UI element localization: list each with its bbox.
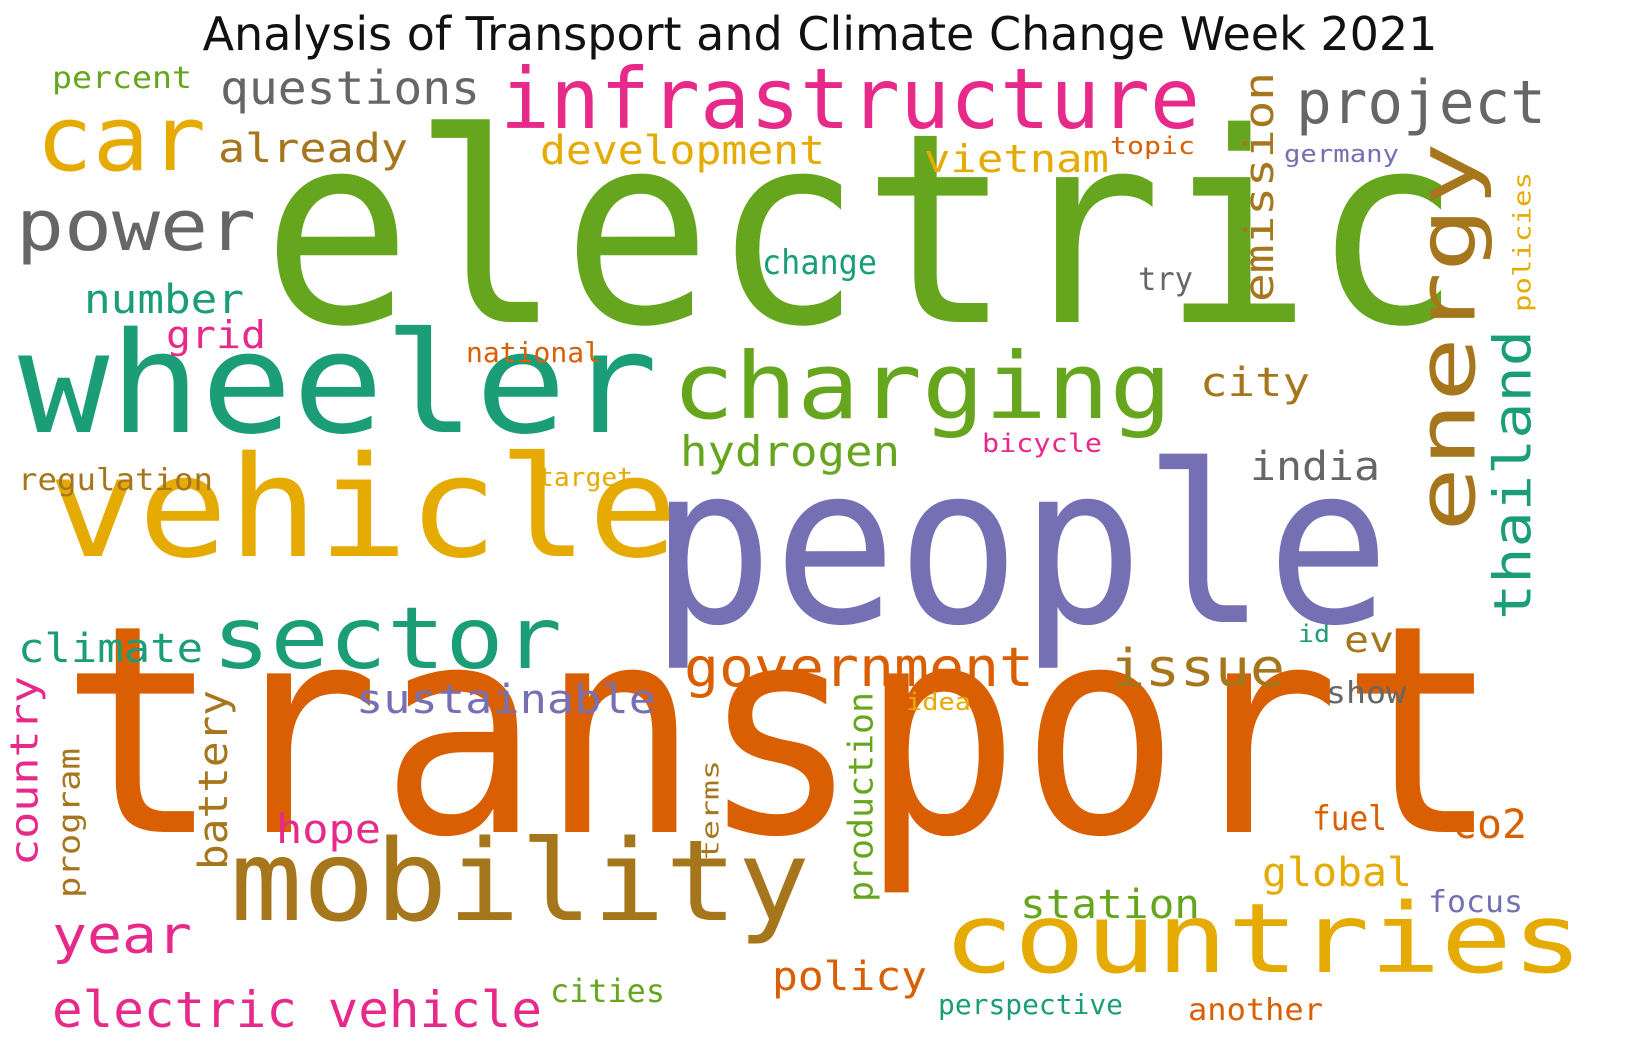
word-car: car bbox=[36, 87, 206, 192]
word-vehicle: vehicle bbox=[48, 427, 678, 590]
word-production: production bbox=[842, 692, 882, 902]
word-people: people bbox=[650, 418, 1390, 674]
word-ev: ev bbox=[1344, 620, 1394, 661]
word-project: project bbox=[1296, 68, 1546, 138]
word-infrastructure: infrastructure bbox=[500, 50, 1200, 148]
word-another: another bbox=[1188, 993, 1323, 1028]
word-global: global bbox=[1262, 850, 1412, 896]
word-change: change bbox=[762, 243, 877, 283]
word-issue: issue bbox=[1110, 639, 1285, 699]
word-idea: idea bbox=[906, 688, 971, 716]
word-policies: policies bbox=[1509, 172, 1537, 312]
word-hope: hope bbox=[276, 807, 381, 853]
word-regulation: regulation bbox=[18, 463, 213, 498]
word-number: number bbox=[84, 277, 244, 323]
word-wheeler: wheeler bbox=[18, 303, 658, 466]
word-policy: policy bbox=[772, 954, 927, 1000]
word-perspective: perspective bbox=[938, 988, 1123, 1021]
word-cities: cities bbox=[550, 972, 665, 1010]
word-mobility: mobility bbox=[230, 817, 810, 947]
word-sustainable: sustainable bbox=[356, 677, 656, 723]
word-emission: emission bbox=[1237, 72, 1283, 302]
word-india: india bbox=[1250, 444, 1380, 490]
word-fuel: fuel bbox=[1312, 799, 1387, 839]
word-charging: charging bbox=[672, 333, 1172, 440]
word-hydrogen: hydrogen bbox=[680, 427, 900, 476]
word-battery: battery bbox=[191, 690, 237, 870]
word-bicycle: bicycle bbox=[982, 429, 1102, 459]
word-grid: grid bbox=[166, 313, 266, 357]
word-id: id bbox=[1298, 620, 1330, 648]
word-sector: sector bbox=[212, 589, 562, 689]
word-electric-vehicle: electric vehicle bbox=[52, 981, 542, 1039]
word-questions: questions bbox=[220, 61, 480, 115]
word-target: target bbox=[538, 463, 633, 493]
word-national: national bbox=[466, 336, 601, 369]
word-year: year bbox=[52, 906, 192, 966]
word-energy: energy bbox=[1400, 142, 1493, 532]
word-try: try bbox=[1138, 260, 1193, 298]
word-focus: focus bbox=[1428, 885, 1523, 920]
word-already: already bbox=[218, 126, 408, 172]
word-power: power bbox=[16, 185, 256, 267]
word-electric: electric bbox=[262, 77, 1462, 385]
word-station: station bbox=[1020, 882, 1200, 928]
word-government: government bbox=[684, 636, 1034, 699]
word-countries: countries bbox=[943, 883, 1583, 995]
word-co2: co2 bbox=[1452, 802, 1527, 848]
chart-title: Analysis of Transport and Climate Change… bbox=[202, 7, 1438, 61]
word-thailand: thailand bbox=[1484, 330, 1544, 620]
word-program: program bbox=[52, 748, 87, 898]
word-development: development bbox=[540, 128, 825, 174]
word-terms: terms bbox=[697, 760, 725, 860]
word-city: city bbox=[1200, 360, 1310, 406]
word-country: country bbox=[3, 676, 47, 866]
word-percent: percent bbox=[52, 61, 192, 96]
word-transport: transport bbox=[60, 564, 1500, 901]
word-germany: germany bbox=[1284, 140, 1399, 168]
word-show: show bbox=[1326, 676, 1407, 711]
word-vietnam: vietnam bbox=[924, 137, 1109, 181]
word-topic: topic bbox=[1110, 132, 1195, 160]
word-climate: climate bbox=[18, 626, 203, 672]
